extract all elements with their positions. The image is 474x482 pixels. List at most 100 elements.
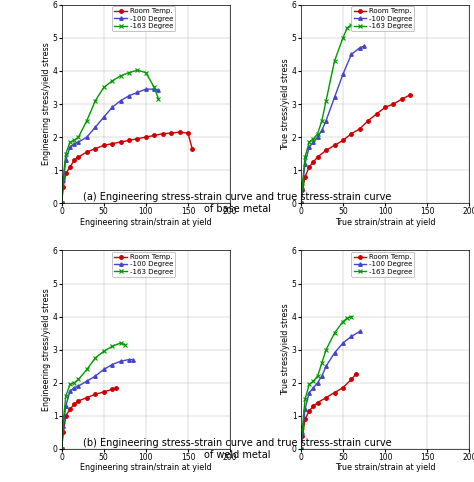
-163 Degree <box>109 344 115 349</box>
-163 Degree <box>319 360 325 366</box>
-163 Degree <box>92 355 98 361</box>
-100 Degree <box>310 139 316 145</box>
-163 Degree <box>315 373 320 379</box>
Room Temp. <box>306 408 312 414</box>
Room Temp. <box>151 133 157 138</box>
-100 Degree <box>109 362 115 367</box>
Room Temp. <box>67 164 73 170</box>
Room Temp. <box>118 139 123 145</box>
Room Temp. <box>63 413 69 419</box>
-163 Degree <box>340 35 346 41</box>
Room Temp. <box>298 201 304 206</box>
-163 Degree <box>63 393 69 399</box>
-100 Degree <box>135 90 140 95</box>
-100 Degree <box>298 201 304 206</box>
-100 Degree <box>84 134 90 140</box>
-100 Degree <box>332 350 337 356</box>
-163 Degree <box>323 98 329 104</box>
-163 Degree <box>118 73 123 79</box>
Room Temp. <box>126 137 132 143</box>
Room Temp. <box>310 403 316 409</box>
Room Temp. <box>306 164 312 170</box>
-100 Degree <box>101 114 107 120</box>
Room Temp. <box>109 387 115 392</box>
-163 Degree <box>348 22 354 27</box>
Room Temp. <box>348 376 354 382</box>
-100 Degree <box>306 144 312 150</box>
-163 Degree <box>302 154 308 160</box>
Room Temp. <box>399 96 405 102</box>
-100 Degree <box>92 373 98 379</box>
-100 Degree <box>84 378 90 384</box>
-163 Degree <box>122 342 128 348</box>
Room Temp. <box>76 154 82 160</box>
-163 Degree <box>101 85 107 91</box>
-100 Degree <box>67 144 73 150</box>
-100 Degree <box>323 363 329 369</box>
Room Temp. <box>382 105 388 110</box>
-163 Degree <box>310 378 316 384</box>
-100 Degree <box>315 134 320 140</box>
-100 Degree <box>61 177 66 183</box>
Line: -163 Degree: -163 Degree <box>299 22 354 206</box>
Room Temp. <box>348 131 354 137</box>
-100 Degree <box>109 105 115 110</box>
-163 Degree <box>135 67 140 73</box>
-163 Degree <box>348 314 354 320</box>
-163 Degree <box>332 58 337 64</box>
Room Temp. <box>353 372 358 377</box>
X-axis label: True strain/strain at yield: True strain/strain at yield <box>335 218 435 227</box>
Room Temp. <box>391 101 396 107</box>
Room Temp. <box>92 391 98 397</box>
-100 Degree <box>151 86 157 92</box>
-163 Degree <box>76 134 82 140</box>
-100 Degree <box>118 98 123 104</box>
Y-axis label: True stress/yield stress: True stress/yield stress <box>282 58 291 150</box>
Room Temp. <box>168 130 174 136</box>
Room Temp. <box>59 201 64 206</box>
-100 Degree <box>101 367 107 373</box>
Room Temp. <box>67 406 73 412</box>
Legend: Room Temp., -100 Degree, -163 Degree: Room Temp., -100 Degree, -163 Degree <box>351 6 414 31</box>
-163 Degree <box>61 418 66 424</box>
Line: Room Temp.: Room Temp. <box>60 387 118 451</box>
Room Temp. <box>408 92 413 98</box>
-163 Degree <box>72 137 77 143</box>
-100 Degree <box>63 403 69 409</box>
-163 Degree <box>298 201 304 206</box>
-100 Degree <box>357 329 363 335</box>
Legend: Room Temp., -100 Degree, -163 Degree: Room Temp., -100 Degree, -163 Degree <box>351 252 414 277</box>
-163 Degree <box>76 376 82 382</box>
-100 Degree <box>302 406 308 412</box>
Room Temp. <box>300 187 305 193</box>
Room Temp. <box>143 134 149 140</box>
Room Temp. <box>160 131 165 137</box>
-100 Degree <box>302 161 308 166</box>
Room Temp. <box>189 146 195 151</box>
-100 Degree <box>332 94 337 100</box>
-163 Degree <box>323 347 329 352</box>
-100 Degree <box>126 357 132 362</box>
-163 Degree <box>61 174 66 180</box>
-163 Degree <box>151 85 157 91</box>
Line: -163 Degree: -163 Degree <box>59 68 161 206</box>
-100 Degree <box>67 388 73 394</box>
-163 Degree <box>302 396 308 402</box>
-163 Degree <box>84 118 90 123</box>
Room Temp. <box>365 118 371 123</box>
-100 Degree <box>76 139 82 145</box>
-163 Degree <box>101 348 107 354</box>
-163 Degree <box>118 340 123 346</box>
-100 Degree <box>300 184 305 189</box>
Line: -163 Degree: -163 Degree <box>59 341 127 451</box>
Room Temp. <box>332 143 337 148</box>
X-axis label: True strain/strain at yield: True strain/strain at yield <box>335 463 435 472</box>
Room Temp. <box>340 385 346 390</box>
Text: (b) Engineering stress-strain curve and true stress-strain curve
of weld metal: (b) Engineering stress-strain curve and … <box>82 438 392 460</box>
Room Temp. <box>113 386 119 391</box>
-163 Degree <box>92 98 98 104</box>
Room Temp. <box>302 416 308 422</box>
-163 Degree <box>84 367 90 373</box>
Y-axis label: Engineering stress/yield stress: Engineering stress/yield stress <box>42 42 51 165</box>
-100 Degree <box>340 71 346 77</box>
